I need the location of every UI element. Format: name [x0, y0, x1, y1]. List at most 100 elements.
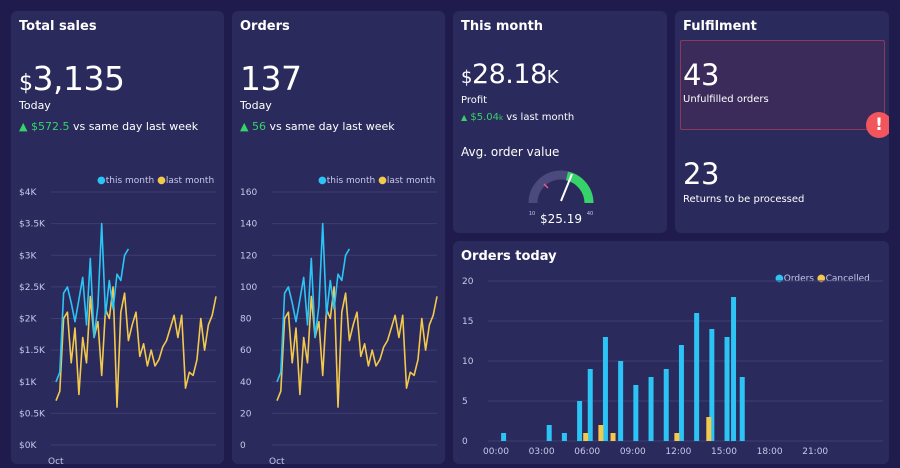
y-tick-label: 160: [240, 188, 257, 198]
bar-orders: [618, 361, 624, 441]
fulfilment-title: Fulfilment: [683, 19, 757, 34]
up-arrow-icon: ▲: [240, 120, 249, 133]
bar-cancelled: [583, 433, 589, 441]
this-month-legend-icon: ●: [97, 175, 106, 186]
gauge-needle: [560, 173, 573, 202]
y-tick-label: $0.5K: [19, 409, 46, 419]
y-tick-label: 120: [240, 251, 257, 261]
legend-last-month: last month: [165, 176, 215, 186]
last-month-legend-icon: ●: [378, 175, 387, 186]
this-month-legend-icon: ●: [318, 175, 327, 186]
bar-cancelled: [706, 417, 712, 441]
bar-orders: [587, 369, 593, 441]
currency-symbol: $: [19, 71, 33, 96]
fulfilment-card: Fulfilment 43 Unfulfilled orders ! 23 Re…: [675, 11, 889, 233]
orders-today-legend: ●Orders ●Cancelled: [775, 273, 870, 284]
bar-orders: [739, 377, 745, 441]
orders-today-title: Orders today: [461, 249, 557, 264]
bar-orders: [709, 329, 715, 441]
last-month-legend-icon: ●: [157, 175, 166, 186]
series-line-last-month: [276, 286, 438, 408]
profit-delta-suffix: k: [498, 114, 504, 122]
total-sales-period: Today: [19, 99, 51, 112]
profit-amount: 28.18: [471, 59, 547, 90]
orders-period: Today: [240, 99, 272, 112]
y-tick-label: $2K: [19, 315, 37, 325]
bar-orders: [561, 433, 567, 441]
bar-orders: [724, 337, 730, 441]
bar-orders: [663, 369, 669, 441]
bar-orders: [694, 313, 700, 441]
profit-delta-text: vs last month: [506, 112, 575, 123]
x-tick-label: 09:00: [620, 447, 646, 457]
y-tick-label: 0: [240, 441, 246, 451]
total-sales-delta-text: vs same day last week: [72, 120, 199, 133]
orders-chart: 0 20 40 60 80 100 120 140 160 Oct: [240, 188, 438, 464]
y-tick-label: $3.5K: [19, 220, 46, 230]
legend-this-month: this month: [105, 176, 155, 186]
x-tick-label: 21:00: [802, 447, 828, 457]
orders-today-card: Orders today ●Orders ●Cancelled 0 5 10 15 20…: [453, 241, 889, 464]
x-tick-label: Oct: [48, 457, 64, 464]
y-tick-label: 5: [462, 397, 468, 407]
y-tick-label: 15: [462, 317, 473, 327]
orders-card: Orders 137 Today ▲ 56 vs same day last w…: [232, 11, 445, 464]
y-tick-label: 140: [240, 220, 257, 230]
orders-delta: ▲ 56 vs same day last week: [240, 120, 395, 133]
legend-cancelled: Cancelled: [825, 274, 870, 284]
total-sales-delta: ▲ $572.5 vs same day last week: [19, 120, 198, 133]
bar-orders: [633, 385, 639, 441]
total-sales-legend: ●this month ●last month: [97, 175, 214, 186]
legend-this-month: this month: [326, 176, 376, 186]
returns-value: 23: [683, 157, 719, 191]
unfulfilled-label: Unfulfilled orders: [683, 94, 769, 105]
this-month-title: This month: [461, 19, 544, 34]
up-arrow-icon: ▲: [461, 113, 468, 122]
x-tick-label: 06:00: [574, 447, 600, 457]
orders-title: Orders: [240, 19, 290, 34]
unfulfilled-alert-box[interactable]: [680, 40, 885, 130]
y-tick-label: 0: [462, 437, 468, 447]
legend-orders: Orders: [783, 274, 814, 284]
x-tick-label: 18:00: [757, 447, 783, 457]
bar-cancelled: [674, 433, 680, 441]
y-tick-label: 80: [240, 315, 252, 325]
y-tick-label: $1.5K: [19, 346, 46, 356]
total-sales-amount: 3,135: [32, 59, 125, 98]
y-tick-label: 20: [240, 409, 252, 419]
profit-suffix: K: [546, 67, 559, 88]
orders-value: 137: [240, 59, 302, 98]
bar-orders: [648, 377, 654, 441]
y-tick-label: $1K: [19, 378, 37, 388]
profit-value: $28.18K: [461, 59, 559, 90]
series-line-last-month: [55, 286, 217, 408]
bar-orders: [678, 345, 684, 441]
bar-orders: [602, 337, 608, 441]
y-tick-label: $2.5K: [19, 283, 46, 293]
bar-cancelled: [610, 433, 616, 441]
gauge-value: $25.19: [540, 212, 582, 226]
y-tick-label: 60: [240, 346, 252, 356]
y-tick-label: 100: [240, 283, 257, 293]
orders-delta-text: vs same day last week: [269, 120, 395, 133]
y-tick-label: $3K: [19, 251, 37, 261]
alert-icon[interactable]: !: [866, 112, 889, 138]
orders-legend-icon: ●: [775, 273, 784, 284]
orders-delta-value: 56: [251, 120, 266, 133]
profit-label: Profit: [461, 95, 488, 106]
bar-orders: [731, 297, 737, 441]
returns-label: Returns to be processed: [683, 194, 805, 205]
orders-legend: ●this month ●last month: [318, 175, 435, 186]
up-arrow-icon: ▲: [19, 120, 28, 133]
total-sales-title: Total sales: [19, 19, 97, 34]
this-month-card: This month $28.18K Profit ▲ $5.04k vs la…: [453, 11, 667, 233]
avg-order-gauge: 10 40 $25.19: [528, 170, 594, 226]
total-sales-value: $3,135: [19, 59, 125, 98]
y-tick-label: $0K: [19, 441, 37, 451]
profit-delta-value: $5.04: [470, 112, 499, 123]
total-sales-card: Total sales $3,135 Today ▲ $572.5 vs sam…: [11, 11, 224, 464]
x-tick-label: 00:00: [483, 447, 509, 457]
gauge-min-label: 10: [529, 211, 535, 217]
x-tick-label: 03:00: [529, 447, 555, 457]
legend-last-month: last month: [386, 176, 436, 186]
